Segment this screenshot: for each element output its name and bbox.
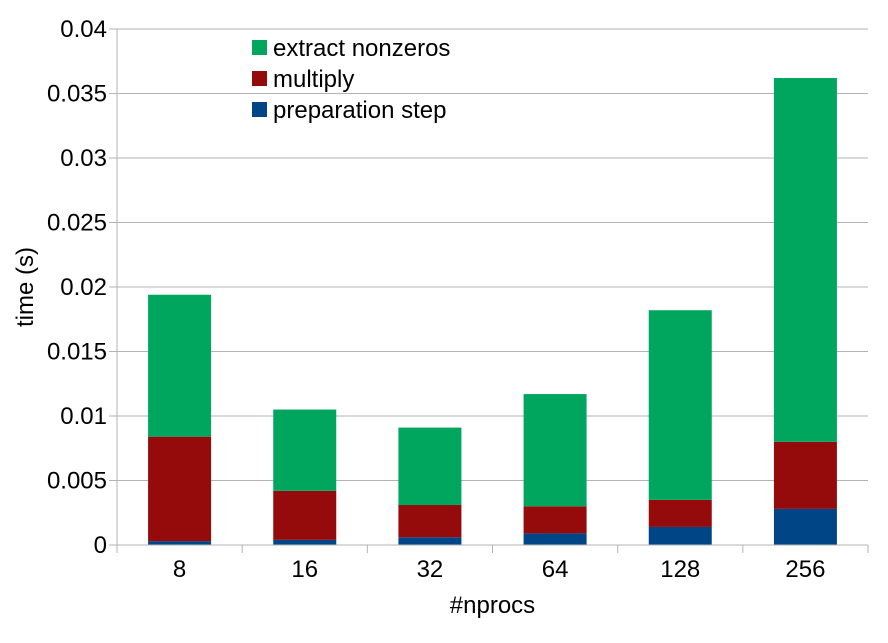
x-tick-label: 8 bbox=[173, 556, 186, 583]
x-axis-title: #nprocs bbox=[450, 592, 535, 619]
bar-segment-extract-nonzeros-64 bbox=[523, 394, 587, 507]
x-tick-label: 16 bbox=[291, 556, 318, 583]
bar-segment-preparation-step-128 bbox=[648, 526, 712, 545]
bar-segment-extract-nonzeros-128 bbox=[648, 310, 712, 500]
legend-label: extract nonzeros bbox=[273, 35, 450, 62]
y-tick-label: 0.02 bbox=[60, 274, 107, 301]
legend-label: preparation step bbox=[273, 97, 446, 124]
bar-segment-multiply-128 bbox=[648, 499, 712, 527]
bar-segment-extract-nonzeros-32 bbox=[398, 427, 462, 506]
bar-segment-extract-nonzeros-8 bbox=[148, 294, 212, 437]
bar-segment-preparation-step-16 bbox=[273, 539, 337, 545]
gridlines bbox=[109, 28, 868, 546]
bar-segment-multiply-256 bbox=[773, 441, 837, 509]
legend-swatch bbox=[252, 102, 267, 117]
y-tick-label: 0 bbox=[94, 532, 107, 559]
y-axis-title: time (s) bbox=[12, 247, 39, 327]
x-tick-label: 128 bbox=[660, 556, 700, 583]
bar-segment-preparation-step-256 bbox=[773, 508, 837, 545]
x-tick-labels: 8 16 32 64 128 256 bbox=[173, 556, 826, 583]
bar-segment-preparation-step-32 bbox=[398, 537, 462, 545]
legend-label: multiply bbox=[273, 66, 354, 93]
axes bbox=[116, 29, 869, 553]
legend-swatch bbox=[252, 40, 267, 55]
y-tick-label: 0.04 bbox=[60, 16, 107, 43]
y-tick-label: 0.03 bbox=[60, 145, 107, 172]
bar-segment-extract-nonzeros-16 bbox=[273, 409, 337, 491]
legend-swatch bbox=[252, 71, 267, 86]
x-tick-label: 64 bbox=[542, 556, 569, 583]
y-tick-label: 0.015 bbox=[47, 339, 107, 366]
bar-segment-extract-nonzeros-256 bbox=[773, 78, 837, 442]
y-tick-label: 0.005 bbox=[47, 468, 107, 495]
y-tick-labels: 0 0.005 0.01 0.015 0.02 0.025 0.03 0.035 0.04 bbox=[47, 16, 107, 559]
y-tick-label: 0.035 bbox=[47, 81, 107, 108]
bar-segment-multiply-8 bbox=[148, 436, 212, 542]
y-tick-label: 0.025 bbox=[47, 210, 107, 237]
legend: extract nonzeros multiply preparation step bbox=[252, 35, 450, 124]
x-tick-label: 256 bbox=[785, 556, 825, 583]
x-tick-label: 32 bbox=[417, 556, 444, 583]
bar-segment-multiply-16 bbox=[273, 490, 337, 540]
bar-segment-preparation-step-8 bbox=[148, 541, 212, 545]
bar-segment-multiply-64 bbox=[523, 506, 587, 534]
y-tick-label: 0.01 bbox=[60, 403, 107, 430]
bar-segment-preparation-step-64 bbox=[523, 533, 587, 545]
bar-segment-multiply-32 bbox=[398, 505, 462, 538]
bars bbox=[148, 78, 837, 545]
